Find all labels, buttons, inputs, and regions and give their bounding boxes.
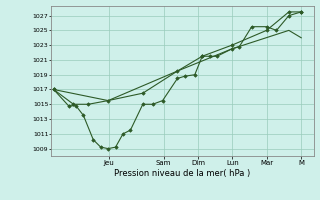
X-axis label: Pression niveau de la mer( hPa ): Pression niveau de la mer( hPa ) [114, 169, 251, 178]
